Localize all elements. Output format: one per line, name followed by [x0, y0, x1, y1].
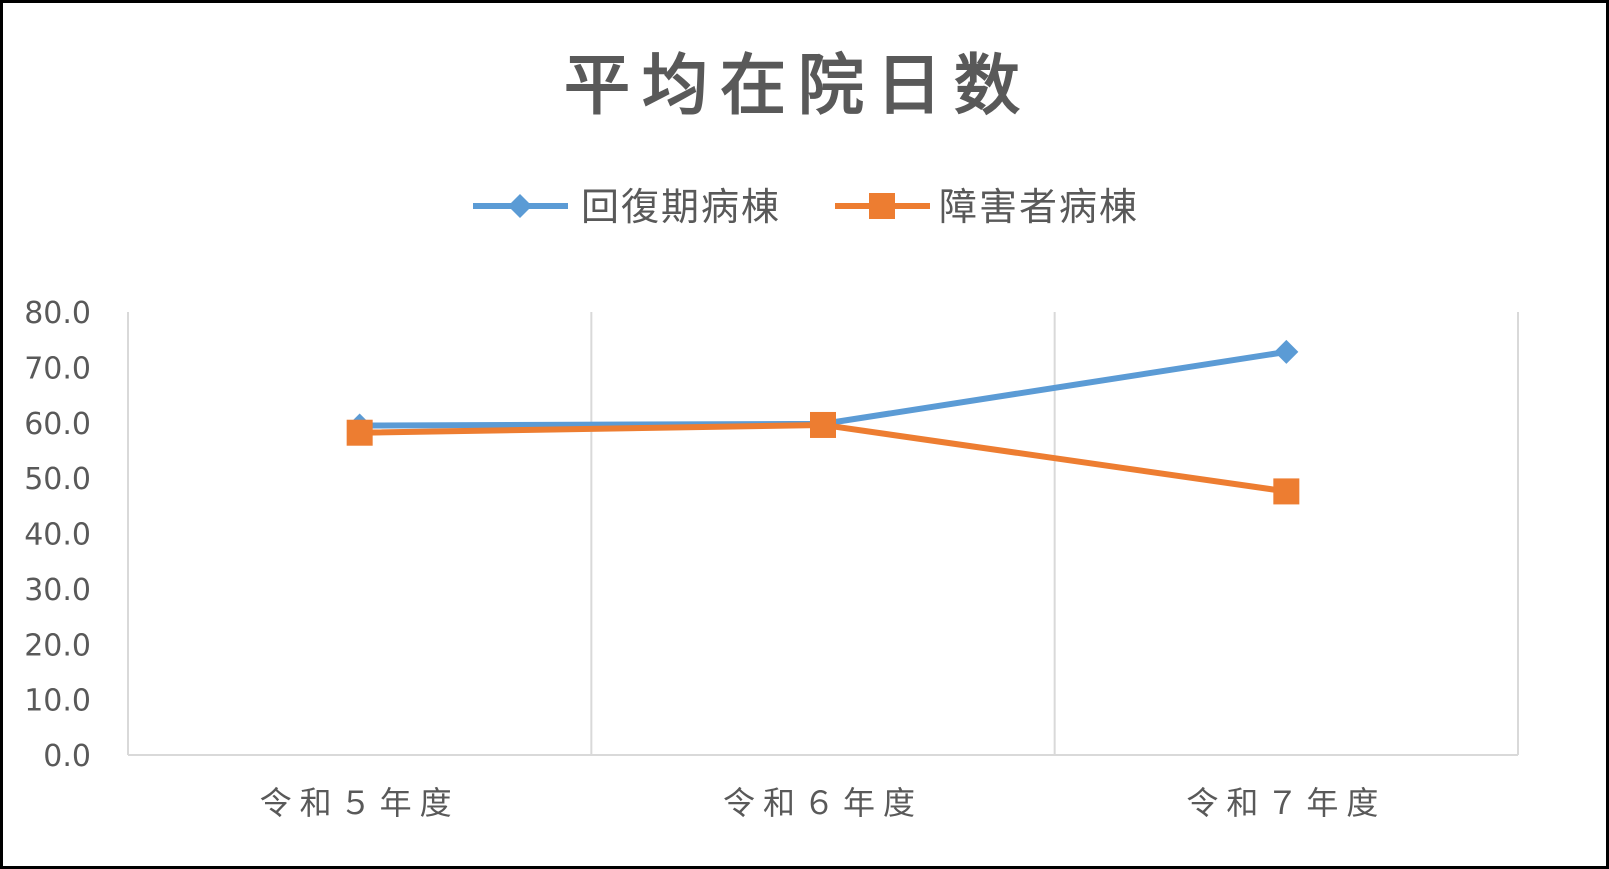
data-point-square [810, 411, 836, 438]
data-point-square [1273, 478, 1300, 505]
chart-series [346, 339, 1300, 505]
data-point-diamond [508, 194, 532, 218]
y-tick-label: 30.0 [24, 573, 91, 608]
x-axis-tick-labels: 令和５年度 令和６年度 令和７年度 [260, 784, 1386, 822]
legend-item-2: 障害者病棟 [835, 185, 1139, 229]
y-tick-label: 10.0 [24, 684, 91, 719]
y-tick-label: 20.0 [24, 628, 91, 663]
y-tick-label: 50.0 [24, 462, 91, 497]
data-point-square [869, 193, 895, 219]
y-tick-label: 80.0 [24, 296, 91, 331]
y-tick-label: 40.0 [24, 518, 91, 553]
legend-label: 回復期病棟 [581, 185, 781, 229]
chart-legend: 回復期病棟 障害者病棟 [473, 185, 1139, 229]
y-axis-tick-labels: 0.0 10.0 20.0 30.0 40.0 50.0 60.0 70.0 80.0 [24, 296, 91, 774]
data-point-square [346, 419, 373, 446]
legend-label: 障害者病棟 [939, 185, 1139, 229]
legend-item-1: 回復期病棟 [473, 185, 781, 229]
chart-gridlines [127, 312, 1519, 755]
series-2 [346, 411, 1300, 505]
y-tick-label: 0.0 [43, 739, 91, 774]
x-tick-label: 令和５年度 [260, 784, 460, 822]
line-chart: 平均在院日数 回復期病棟 障害者病棟 0.0 10.0 20.0 30.0 40.0 50.… [24, 47, 1519, 822]
x-tick-label: 令和７年度 [1186, 784, 1386, 822]
data-point-diamond [1274, 339, 1299, 364]
x-tick-label: 令和６年度 [723, 784, 923, 822]
chart-title: 平均在院日数 [564, 47, 1032, 124]
y-tick-label: 60.0 [24, 407, 91, 442]
y-tick-label: 70.0 [24, 351, 91, 386]
